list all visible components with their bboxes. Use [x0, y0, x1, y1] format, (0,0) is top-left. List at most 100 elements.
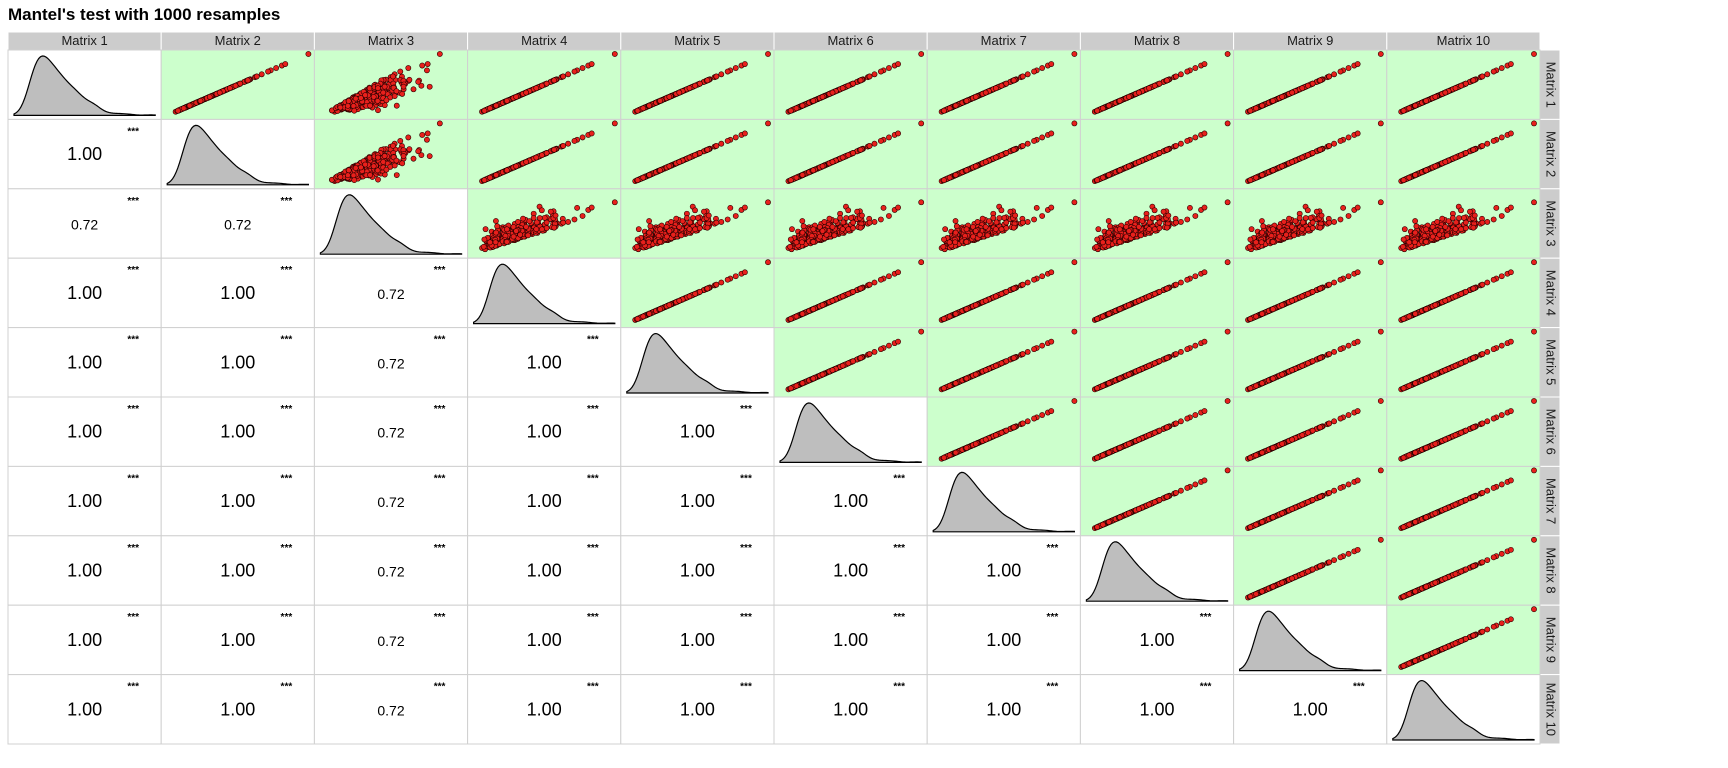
scatter-point — [393, 172, 400, 178]
scatter-point — [237, 80, 244, 87]
scatter-point — [265, 68, 271, 75]
scatter-point — [686, 85, 693, 92]
scatter-point — [397, 138, 404, 144]
panel-1-4 — [467, 49, 622, 120]
scatter-point — [1071, 120, 1078, 127]
scatter-point — [393, 102, 400, 109]
scatter-point — [972, 163, 979, 170]
scatter-point — [640, 105, 647, 112]
scatter-point — [504, 167, 510, 174]
scatter-point — [1442, 89, 1449, 96]
row-strip-label: Matrix 1 — [1544, 62, 1559, 108]
scatter-point — [1201, 61, 1208, 67]
scatter-point — [351, 107, 358, 114]
panel-1-3 — [313, 49, 469, 120]
scatter-point — [676, 89, 683, 96]
scatter-point — [724, 68, 731, 75]
panel-2-4 — [467, 118, 622, 190]
scatter-point — [481, 177, 488, 184]
scatter-point — [1031, 68, 1037, 75]
scatter-point — [419, 132, 426, 138]
scatter-point — [1345, 134, 1352, 141]
row-strip-label: Matrix 6 — [1544, 409, 1559, 455]
scatter-point — [345, 98, 352, 104]
scatter-point — [657, 98, 664, 104]
scatter-point — [258, 71, 265, 78]
scatter-point — [1094, 177, 1101, 184]
scatter-point — [588, 61, 595, 67]
scatter-point — [175, 107, 181, 114]
panel-1-10 — [1386, 49, 1541, 120]
col-strip-label: Matrix 4 — [521, 33, 567, 48]
panel-2-1: 1.00*** — [7, 118, 162, 190]
scatter-point — [367, 172, 374, 178]
scatter-point — [1116, 98, 1123, 104]
scatter-point — [857, 146, 864, 153]
scatter-point — [419, 62, 426, 69]
scatter-point — [646, 172, 653, 178]
scatter-point — [523, 89, 530, 96]
scatter-point — [1259, 102, 1265, 109]
scatter-point — [415, 78, 422, 85]
scatter-point — [405, 134, 412, 141]
scatter-point — [399, 91, 406, 97]
scatter-point — [857, 77, 864, 84]
scatter-point — [1173, 73, 1179, 80]
scatter-point — [493, 172, 499, 178]
scatter-point — [232, 82, 239, 89]
scatter-point — [1412, 102, 1419, 109]
scatter-point — [487, 174, 493, 181]
scatter-point — [1010, 77, 1017, 84]
scatter-point — [1331, 71, 1338, 78]
scatter-point — [565, 140, 572, 147]
scatter-point — [1164, 146, 1170, 153]
scatter-point — [380, 159, 387, 165]
scatter-point — [1484, 71, 1491, 78]
scatter-point — [1039, 134, 1046, 141]
scatter-point — [370, 94, 377, 100]
scatter-point — [244, 77, 251, 84]
panel-1-9 — [1233, 49, 1388, 120]
col-strip-label: Matrix 5 — [674, 33, 720, 48]
scatter-point — [350, 172, 357, 179]
scatter-point — [895, 61, 901, 67]
scatter-point — [560, 142, 567, 149]
scatter-point — [992, 85, 999, 92]
scatter-point — [918, 51, 925, 57]
scatter-point — [399, 160, 406, 167]
scatter-point — [351, 177, 358, 184]
scatter-point — [539, 82, 545, 89]
scatter-point — [588, 130, 595, 137]
scatter-point — [765, 120, 771, 127]
scatter-point — [375, 107, 381, 114]
scatter-point — [1031, 138, 1037, 144]
scatter-point — [1192, 134, 1199, 141]
scatter-point — [282, 61, 289, 67]
scatter-point — [424, 67, 430, 74]
scatter-point — [666, 94, 673, 100]
scatter-point — [406, 146, 413, 153]
scatter-point — [634, 107, 641, 114]
scatter-point — [918, 120, 925, 127]
significance-stars: *** — [127, 126, 139, 137]
col-strip-label: Matrix 1 — [61, 33, 107, 48]
panel-1-6 — [773, 49, 928, 120]
row-strip-label: Matrix 10 — [1544, 683, 1559, 736]
scatter-point — [1507, 61, 1514, 67]
scatter-point — [972, 94, 979, 100]
scatter-point — [1105, 172, 1112, 178]
scatter-point — [357, 95, 364, 101]
scatter-point — [424, 136, 430, 143]
scatter-point — [1317, 77, 1324, 84]
scatter-point — [375, 154, 381, 161]
scatter-point — [424, 130, 431, 137]
scatter-point — [1201, 130, 1208, 137]
panel-1-8 — [1079, 49, 1235, 120]
scatter-point — [393, 157, 400, 164]
panel-2-6 — [773, 118, 928, 190]
scatter-point — [741, 61, 748, 67]
scatter-point — [1099, 105, 1106, 112]
scatter-point — [1173, 142, 1179, 149]
row-strip-label: Matrix 4 — [1544, 270, 1559, 316]
